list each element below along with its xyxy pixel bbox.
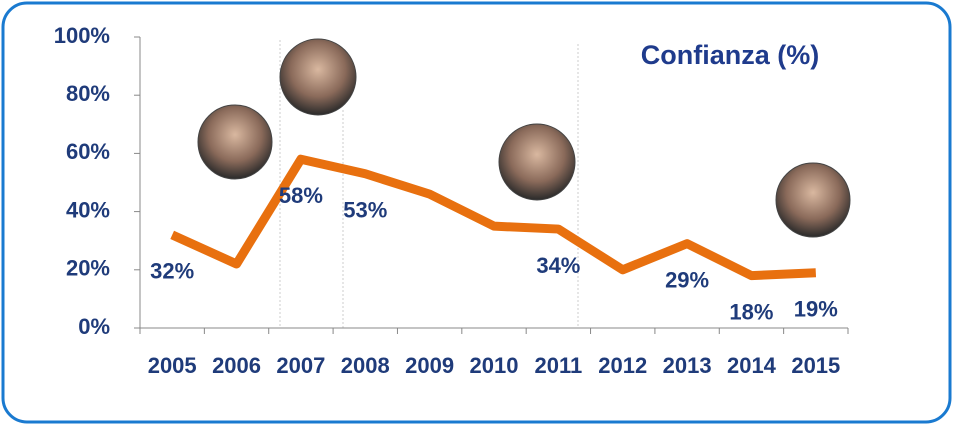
value-label: 32% xyxy=(150,259,194,284)
x-tick-label: 2015 xyxy=(791,353,840,378)
value-label: 53% xyxy=(343,198,387,223)
portrait xyxy=(498,123,576,201)
value-label: 58% xyxy=(279,183,323,208)
value-label: 19% xyxy=(794,297,838,322)
x-tick-label: 2007 xyxy=(276,353,325,378)
value-label: 29% xyxy=(665,267,709,292)
y-tick-label: 0% xyxy=(78,314,110,339)
x-tick-label: 2011 xyxy=(534,353,582,378)
y-tick-label: 80% xyxy=(66,81,110,106)
y-tick-label: 60% xyxy=(66,139,110,164)
portrait xyxy=(197,104,273,180)
x-tick-label: 2005 xyxy=(148,353,197,378)
x-tick-label: 2013 xyxy=(663,353,712,378)
value-label: 34% xyxy=(536,253,580,278)
portraits xyxy=(197,38,851,238)
y-tick-label: 100% xyxy=(54,23,110,48)
y-tick-label: 40% xyxy=(66,197,110,222)
x-tick-label: 2006 xyxy=(212,353,261,378)
y-tick-label: 20% xyxy=(66,256,110,281)
portrait xyxy=(775,162,851,238)
x-tick-label: 2014 xyxy=(727,353,777,378)
x-tick-label: 2010 xyxy=(470,353,519,378)
x-tick-label: 2012 xyxy=(598,353,647,378)
x-tick-label: 2008 xyxy=(341,353,390,378)
x-tick-label: 2009 xyxy=(405,353,454,378)
value-label: 18% xyxy=(729,299,773,324)
chart-title: Confianza (%) xyxy=(641,40,820,70)
data-line xyxy=(170,154,817,281)
portrait xyxy=(279,38,357,116)
